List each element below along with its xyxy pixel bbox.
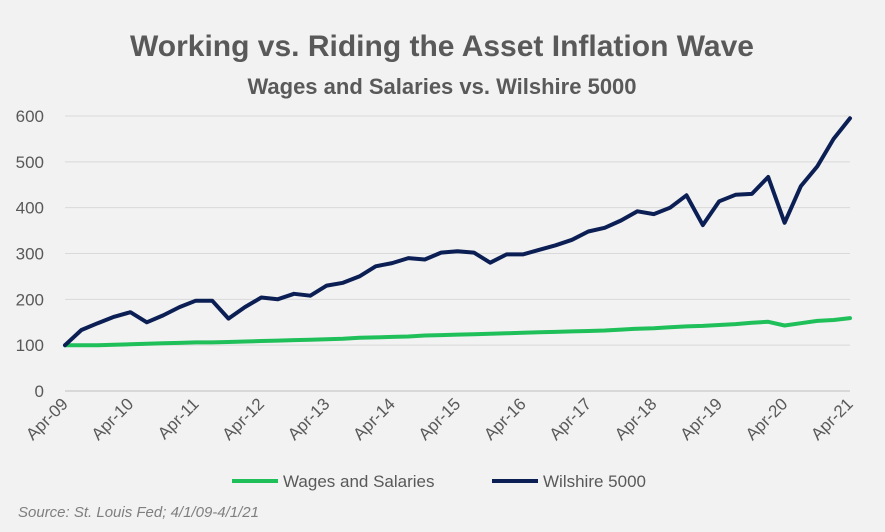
x-axis: Apr-09 Apr-10 Apr-11 Apr-12 Apr-13 Apr-14 Apr-… (22, 394, 857, 444)
x-tick-label: Apr-09 (22, 394, 72, 444)
x-tick-label: Apr-16 (480, 394, 530, 444)
source-note: Source: St. Louis Fed; 4/1/09-4/1/21 (18, 504, 259, 521)
x-tick-label: Apr-21 (807, 394, 857, 444)
x-tick-label: Apr-13 (284, 394, 334, 444)
y-tick-label: 600 (16, 107, 44, 126)
x-tick-label: Apr-20 (742, 394, 792, 444)
x-tick-label: Apr-15 (415, 394, 465, 444)
y-axis: 0 100 200 300 400 500 600 (16, 107, 44, 401)
legend-label-wages: Wages and Salaries (283, 472, 435, 491)
x-tick-label: Apr-17 (546, 394, 596, 444)
legend-label-wilshire: Wilshire 5000 (543, 472, 646, 491)
x-tick-label: Apr-10 (88, 394, 138, 444)
y-tick-label: 300 (16, 245, 44, 264)
y-tick-label: 500 (16, 153, 44, 172)
series-line-wilshire (63, 116, 852, 348)
x-tick-label: Apr-14 (349, 394, 399, 444)
legend: Wages and Salaries Wilshire 5000 (232, 472, 646, 491)
y-tick-label: 400 (16, 199, 44, 218)
y-tick-label: 100 (16, 336, 44, 355)
x-tick-label: Apr-12 (219, 394, 269, 444)
x-tick-label: Apr-18 (611, 394, 661, 444)
y-tick-label: 0 (35, 382, 44, 401)
chart-subtitle: Wages and Salaries vs. Wilshire 5000 (247, 74, 636, 99)
y-tick-label: 200 (16, 290, 44, 309)
x-tick-label: Apr-11 (154, 394, 203, 443)
series-line-wages (63, 316, 852, 348)
gridlines (65, 115, 850, 346)
x-tick-label: Apr-19 (676, 394, 726, 444)
series-lines (63, 116, 852, 348)
chart-title: Working vs. Riding the Asset Inflation W… (130, 30, 754, 63)
